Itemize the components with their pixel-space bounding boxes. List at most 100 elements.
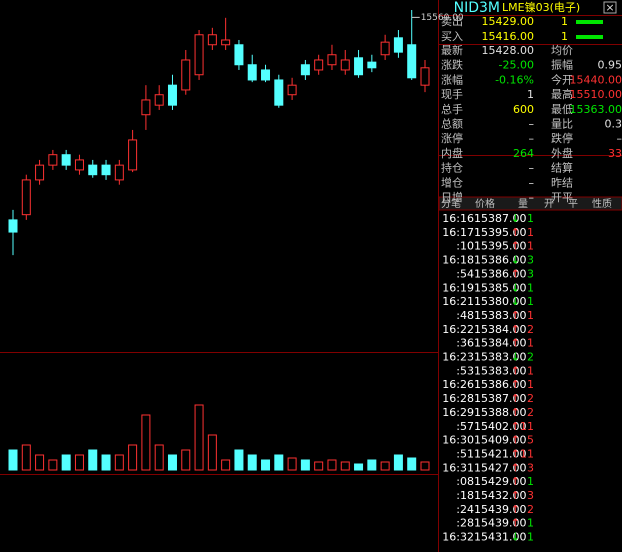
tick-arrow: ↑ [511,378,520,391]
tick-qty: 1 [527,226,534,239]
stat-value: 1 [527,88,534,101]
tick-price: 15395.00 [474,240,527,253]
volume-bar [274,454,284,471]
volume-bar [287,457,297,471]
tick-time: :57 [456,420,474,433]
volume-bar [261,459,271,471]
candle-body [367,61,377,69]
tick-price: 15387.00 [474,212,527,225]
stat-label: 最低 [551,103,573,116]
tick-price: 15383.00 [474,364,527,377]
stat-value: – [529,132,535,145]
volume-bar [181,449,191,471]
tick-qty: 3 [527,267,534,280]
candle-body [141,99,151,116]
tick-price: 15380.00 [474,295,527,308]
tick-price: 15439.00 [474,517,527,530]
tick-price: 15386.00 [474,267,527,280]
tick-price: 15383.00 [474,351,527,364]
tick-price: 15384.00 [474,323,527,336]
quote-label: 买入 [441,30,463,43]
candle-body [167,84,177,106]
stat-label: 外盘 [551,146,573,160]
volume-bar [8,449,18,471]
table-header: 分笔 [441,197,461,210]
tick-price: 15439.00 [474,503,527,516]
stat-label: 昨结 [551,176,573,189]
stat-label: 内盘 [441,146,463,160]
volume-bar [154,444,164,471]
tick-qty: 1 [527,517,534,530]
stat-value: 15440.00 [570,73,622,86]
candle-body [234,44,244,66]
stat-label: 最新 [441,43,463,57]
tick-time: 16:26 [442,378,474,391]
stat-label: 涨幅 [441,73,463,86]
tick-time: 16:22 [442,323,474,336]
close-icon[interactable]: × [605,1,614,14]
stat-value: 33 [608,147,622,160]
candle-body [261,69,271,81]
tick-arrow: ↑ [511,461,520,474]
volume-bar [367,459,377,471]
tick-time: 16:21 [442,295,474,308]
tick-qty: 3 [527,254,534,267]
tick-qty: 11 [520,420,534,433]
stat-label: 总额 [441,117,463,131]
tick-price: 15384.00 [474,337,527,350]
tick-price: 15395.00 [474,226,527,239]
candle-body [61,154,71,166]
tick-arrow: ↑ [511,392,520,405]
quote-price: 15416.00 [482,30,535,43]
tick-arrow: ↑ [511,475,520,488]
table-header-bg [438,196,622,211]
tick-price: 15386.00 [474,254,527,267]
stat-value: 15363.00 [570,103,622,116]
table-header: 量 [518,198,528,210]
stat-value: 0.3 [605,118,622,131]
candle-body [327,54,337,66]
tick-arrow: ↑ [511,323,520,336]
candle-body [154,94,164,106]
stat-label: 振幅 [551,58,573,72]
tick-time: :51 [456,447,474,460]
stat-value: 15428.00 [482,44,535,57]
qty-bar [576,20,603,24]
stat-label: 结算 [551,161,573,175]
tick-arrow: ↑ [511,337,520,350]
candle-body [340,59,350,71]
tick-price: 15385.00 [474,281,527,294]
stat-label: 量比 [551,118,573,131]
symbol-name: LME镍03(电子) [502,0,580,14]
tick-arrow: ↑ [511,406,520,419]
tick-arrow: ↑ [511,267,520,280]
tick-qty: 1 [527,364,534,377]
tick-qty: 1 [527,295,534,308]
tick-time: 16:29 [442,406,474,419]
tick-time: 16:32 [442,531,474,544]
tick-time: :08 [456,475,474,488]
tick-arrow: ↑ [511,240,520,253]
tick-arrow: ↑ [511,420,520,433]
volume-bar [88,449,98,471]
tick-price: 15386.00 [474,378,527,391]
tick-time: :48 [456,309,474,322]
tick-price: 15421.00 [474,447,527,460]
candle-body [274,79,284,106]
close-button[interactable] [603,1,617,14]
tick-arrow: ↓ [511,295,520,308]
quote-qty: 1 [561,30,568,43]
volume-bar [21,444,31,471]
tick-qty: 1 [527,309,534,322]
stat-label: 日增 [441,190,463,204]
volume-bar [340,461,350,471]
candle-body [114,164,124,181]
tick-qty: 11 [520,447,534,460]
tick-time: 16:19 [442,281,474,294]
tick-price: 15431.00 [474,531,527,544]
volume-bar [74,454,84,471]
tick-price: 15383.00 [474,309,527,322]
tick-time: :54 [456,267,474,280]
volume-bar [234,449,244,471]
